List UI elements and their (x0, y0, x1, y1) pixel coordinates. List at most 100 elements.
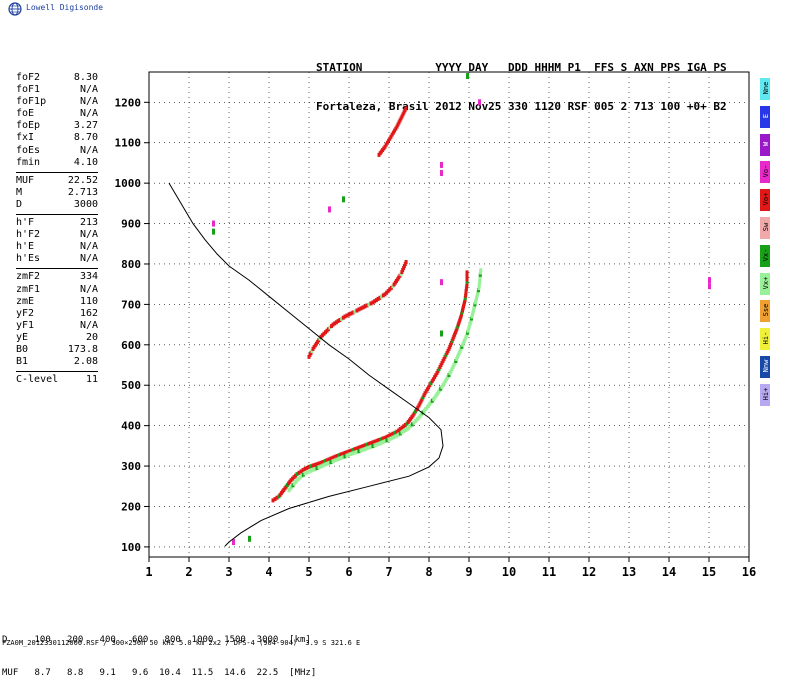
trace-echo (465, 277, 469, 282)
trace-echo (297, 470, 301, 475)
legend-label: Vx- (762, 248, 770, 262)
trace-echo (386, 289, 390, 294)
param-value: 8.70 (73, 132, 98, 144)
trace-echo (325, 458, 329, 463)
y-tick-label: 200 (121, 500, 141, 513)
trace-echo (323, 459, 327, 464)
trace-echo (333, 458, 337, 463)
trace-echo (347, 452, 351, 457)
trace-echo (415, 417, 419, 422)
trace-echo (451, 336, 455, 341)
trace-echo (335, 454, 339, 458)
param-value: 8.30 (73, 72, 98, 83)
trace-echo (404, 106, 408, 111)
trace-echo (398, 431, 402, 436)
trace-echo (361, 305, 365, 310)
trace-echo (395, 429, 399, 434)
trace-echo (478, 275, 482, 279)
trace-echo (305, 470, 309, 475)
trace-echo (353, 450, 357, 455)
trace-echo (371, 444, 375, 449)
param-name: h'F (16, 217, 35, 229)
trace-echo (478, 277, 482, 282)
trace-echo (331, 322, 335, 327)
param-name: fmin (16, 156, 41, 168)
trace-echo (442, 357, 446, 361)
param-row: foE N/A (16, 108, 98, 120)
trace-echo (355, 449, 359, 454)
x-tick-label: 4 (265, 565, 272, 579)
param-value: 22.52 (67, 174, 98, 186)
param-row: fmin 4.10 (16, 157, 98, 169)
trace-echo (476, 290, 480, 295)
trace-echo (383, 144, 387, 149)
trace-echo (397, 432, 401, 437)
trace-echo (212, 228, 215, 235)
trace-echo (353, 447, 357, 452)
station-header-values: Fortaleza, Brasil 2012 Nov25 330 1120 RS… (316, 100, 727, 113)
trace-echo (319, 464, 323, 469)
trace-echo (369, 444, 373, 449)
trace-echo (307, 469, 311, 474)
trace-echo (474, 298, 478, 303)
trace-echo (321, 460, 325, 464)
trace-echo (313, 467, 317, 471)
param-name: yF2 (16, 307, 35, 319)
param-name: yE (16, 331, 29, 343)
trace-echo (297, 476, 301, 481)
trace-echo (402, 424, 406, 429)
trace-echo (383, 292, 387, 297)
logo-text: Lowell Digisonde (26, 3, 104, 12)
trace-echo (395, 124, 399, 129)
trace-echo (349, 448, 353, 453)
trace-echo (313, 462, 317, 467)
param-value: 3.27 (73, 120, 98, 132)
trace-echo (336, 319, 340, 324)
muf-table-muf-row: MUF 8.7 8.8 9.1 9.6 10.4 11.5 14.6 22.5 … (2, 668, 317, 678)
trace-echo (361, 444, 365, 449)
param-value: N/A (79, 241, 98, 253)
param-value: 20 (85, 331, 98, 343)
trace-echo (333, 454, 337, 459)
legend-label: Hi+ (762, 387, 770, 401)
y-tick-label: 900 (121, 218, 141, 231)
param-value: 3000 (73, 198, 98, 210)
param-value: N/A (79, 144, 98, 156)
trace-echo (464, 291, 468, 296)
param-row: M 2.713 (16, 187, 98, 199)
trace-echo (309, 464, 313, 469)
x-tick-label: 7 (385, 565, 392, 579)
param-name: M (16, 186, 23, 198)
trace-echo (477, 286, 481, 291)
trace-echo (407, 425, 411, 430)
trace-echo (377, 441, 381, 446)
trace-echo (378, 295, 382, 300)
trace-echo (464, 289, 468, 294)
trace-echo (381, 436, 385, 441)
trace-echo (466, 73, 469, 80)
trace-echo (379, 437, 383, 442)
param-value: 162 (79, 307, 98, 319)
profile-line (168, 182, 444, 547)
trace-echo (359, 444, 363, 449)
trace-echo (351, 310, 355, 315)
trace-echo (371, 440, 375, 445)
trace-echo (333, 321, 337, 326)
trace-echo (377, 438, 381, 442)
param-name: zmE (16, 295, 35, 307)
trace-echo (414, 418, 418, 423)
trace-echo (477, 281, 481, 286)
param-value: 110 (79, 295, 98, 307)
trace-echo (355, 308, 359, 313)
trace-echo (410, 422, 414, 427)
trace-echo (440, 330, 443, 337)
x-tick-label: 16 (742, 565, 756, 579)
muf-table-distance-row: D 100 200 400 600 800 1000 1500 3000 [km… (2, 635, 311, 645)
trace-echo (466, 328, 470, 333)
trace-echo (365, 303, 369, 308)
x-tick-label: 1 (145, 565, 152, 579)
trace-echo (300, 474, 304, 479)
x-tick-label: 3 (225, 565, 232, 579)
param-name: MUF (16, 174, 35, 186)
trace-echo (341, 315, 345, 320)
